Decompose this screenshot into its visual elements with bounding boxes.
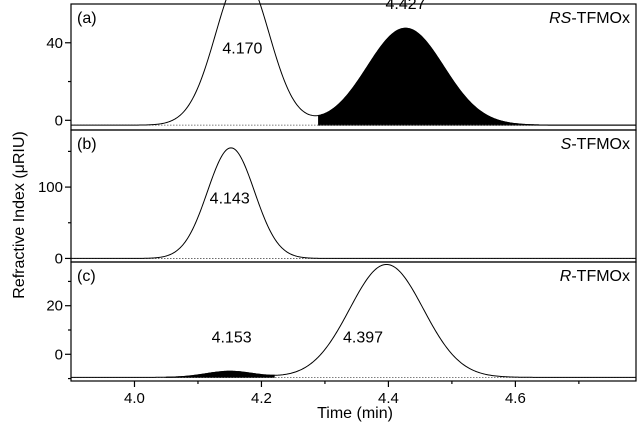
panel-title-rest: -TFMOx [571,10,630,27]
y-tick-label: 0 [55,112,63,129]
x-tick-label: 4.2 [251,390,272,407]
peak-label: 4.397 [343,329,383,346]
panel-title: S-TFMOx [561,136,630,153]
panel-label: (b) [77,136,97,153]
x-tick-label: 4.6 [505,390,526,407]
peak-label: 4.170 [222,41,262,58]
chart-panel: 0 100 (b) S-TFMOx 4.143 [38,129,637,267]
peak-label: 4.427 [386,0,426,13]
panel-title: RS-TFMOx [549,10,630,27]
x-tick-label: 4.4 [378,390,399,407]
panel-title-italic: S [561,136,572,153]
panel-title-italic: R [560,268,572,285]
y-tick-label: 100 [38,179,63,196]
panel-title-rest: -TFMOx [571,268,630,285]
peak-fill [318,27,637,126]
peak-label: 4.153 [212,329,252,346]
y-tick-label: 0 [55,250,63,267]
y-tick-label: 40 [46,35,63,52]
chart-panel: 0 40 (a) RS-TFMOx 4.170 4.427 [46,0,637,131]
x-tick-label: 4.0 [124,390,145,407]
panel-title-italic: RS [549,10,572,27]
y-tick-label: 0 [55,346,63,363]
panel-title-rest: -TFMOx [571,136,630,153]
chromatogram-trace [71,263,636,378]
chromatogram-trace [71,147,636,259]
y-tick-label: 20 [46,298,63,315]
panel-label: (a) [77,10,97,27]
x-axis-label: Time (min) [317,405,393,422]
chromatogram-trace [71,0,636,126]
peak-label: 4.143 [210,190,250,207]
x-axis: 4.0 4.2 4.4 4.6 [124,381,580,407]
y-axis-label: Refractive Index (μRIU) [11,131,28,298]
panel-title: R-TFMOx [560,268,630,285]
panel-label: (c) [77,268,96,285]
chart-panel: 0 20 (c) R-TFMOx 4.153 4.397 [46,261,637,382]
panel-frame [70,129,637,263]
panel-frame [70,261,637,382]
